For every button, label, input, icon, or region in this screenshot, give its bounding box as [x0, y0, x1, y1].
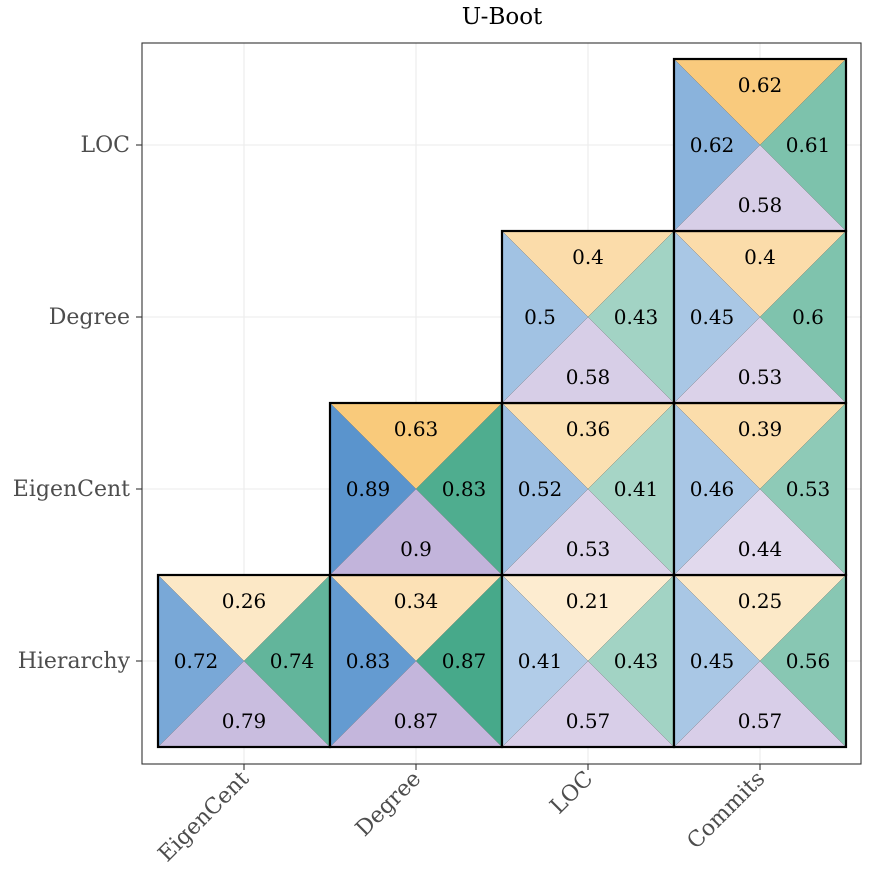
- data-label-left: 0.45: [690, 649, 735, 673]
- heatmap-cell: 0.36 0.52 0.41 0.53: [500, 401, 676, 577]
- data-label-right: 0.87: [442, 649, 487, 673]
- data-label-bottom: 0.53: [738, 365, 783, 389]
- data-label-top: 0.21: [566, 589, 611, 613]
- data-label-right: 0.43: [614, 649, 659, 673]
- data-label-left: 0.62: [690, 133, 735, 157]
- heatmap-cell: 0.26 0.72 0.74 0.79: [156, 573, 332, 749]
- data-label-right: 0.6: [792, 305, 824, 329]
- data-label-bottom: 0.58: [566, 365, 611, 389]
- heatmap-cell: 0.21 0.41 0.43 0.57: [500, 573, 676, 749]
- panel-border: [141, 42, 862, 765]
- data-label-right: 0.56: [786, 649, 831, 673]
- y-tick-label: Hierarchy: [18, 649, 131, 674]
- data-label-right: 0.43: [614, 305, 659, 329]
- heatmap-cells: 0.26 0.72 0.74 0.79 0.34 0.83 0.87 0.87 0.21 0.41…: [156, 57, 848, 749]
- data-label-left: 0.83: [346, 649, 391, 673]
- cell-border: [672, 57, 848, 233]
- data-label-top: 0.26: [222, 589, 267, 613]
- heatmap-cell: 0.25 0.45 0.56 0.57: [672, 573, 848, 749]
- data-label-top: 0.63: [394, 417, 439, 441]
- heatmap-cell: 0.63 0.89 0.83 0.9: [328, 401, 504, 577]
- x-tick-label: Degree: [351, 767, 426, 842]
- data-label-bottom: 0.44: [738, 537, 783, 561]
- data-label-bottom: 0.9: [400, 537, 432, 561]
- data-label-left: 0.5: [524, 305, 556, 329]
- data-label-right: 0.53: [786, 477, 831, 501]
- y-tick-label: Degree: [49, 305, 130, 330]
- data-label-right: 0.61: [786, 133, 831, 157]
- y-tick-label: EigenCent: [13, 477, 130, 502]
- x-tick-label: EigenCent: [154, 766, 255, 867]
- data-label-left: 0.45: [690, 305, 735, 329]
- x-tick-label: Commits: [683, 767, 771, 855]
- x-axis: EigenCent Degree LOC Commits: [154, 764, 771, 867]
- x-tick-label: LOC: [546, 767, 599, 820]
- data-label-left: 0.72: [174, 649, 219, 673]
- data-label-left: 0.41: [518, 649, 563, 673]
- heatmap-cell: 0.62 0.62 0.61 0.58: [672, 57, 848, 233]
- data-label-bottom: 0.87: [394, 709, 439, 733]
- data-label-left: 0.52: [518, 477, 563, 501]
- data-label-right: 0.83: [442, 477, 487, 501]
- y-tick-label: LOC: [81, 133, 130, 158]
- heatmap-cell: 0.34 0.83 0.87 0.87: [328, 573, 504, 749]
- data-label-bottom: 0.57: [566, 709, 611, 733]
- heatmap-cell: 0.39 0.46 0.53 0.44: [672, 401, 848, 577]
- y-axis: Hierarchy EigenCent Degree LOC: [13, 133, 142, 674]
- data-label-right: 0.74: [270, 649, 315, 673]
- data-label-left: 0.89: [346, 477, 391, 501]
- data-label-bottom: 0.58: [738, 193, 783, 217]
- data-label-top: 0.62: [738, 73, 783, 97]
- data-label-top: 0.4: [572, 245, 604, 269]
- data-label-top: 0.36: [566, 417, 611, 441]
- heatmap-cell: 0.4 0.45 0.6 0.53: [672, 229, 848, 405]
- data-label-bottom: 0.79: [222, 709, 267, 733]
- data-label-top: 0.34: [394, 589, 439, 613]
- data-label-top: 0.25: [738, 589, 783, 613]
- data-label-bottom: 0.53: [566, 537, 611, 561]
- heatmap-cell: 0.4 0.5 0.43 0.58: [500, 229, 676, 405]
- data-label-left: 0.46: [690, 477, 735, 501]
- data-label-top: 0.4: [744, 245, 776, 269]
- data-label-right: 0.41: [614, 477, 659, 501]
- chart-title: U-Boot: [462, 4, 543, 30]
- data-label-top: 0.39: [738, 417, 783, 441]
- data-label-bottom: 0.57: [738, 709, 783, 733]
